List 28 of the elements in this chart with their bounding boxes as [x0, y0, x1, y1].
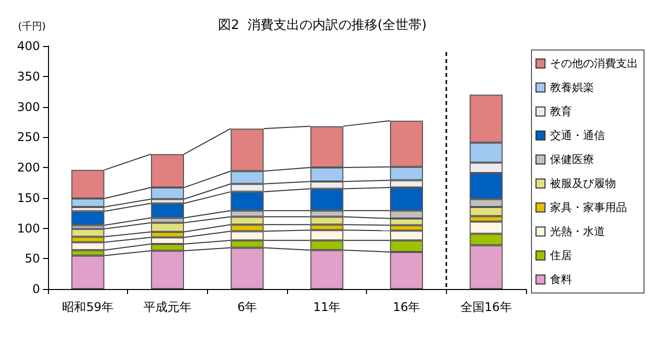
y-tick-label: 0: [32, 282, 40, 296]
legend-label: 光熱・水道: [550, 225, 605, 238]
x-tick-label: 6年: [237, 300, 257, 314]
legend-label: 教育: [550, 105, 572, 118]
y-tick-label: 250: [17, 130, 40, 144]
legend-label: 住居: [550, 249, 572, 262]
bar: [71, 211, 104, 226]
legend-label: 教養娯楽: [550, 81, 594, 94]
y-tick-label: 50: [24, 252, 40, 266]
x-tick-label: 11年: [313, 300, 340, 314]
y-tick-label: 300: [17, 100, 40, 114]
y-tick-label: 150: [17, 190, 40, 205]
legend-label: 被服及び履物: [550, 177, 616, 190]
y-tick-label: 350: [17, 69, 40, 84]
x-tick-label: 16年: [392, 300, 420, 314]
y-axis-title: (千円): [18, 20, 46, 32]
y-tick-label: 200: [17, 160, 40, 174]
x-tick-label: 昭和59年: [62, 300, 114, 314]
x-tick-label: 全国16年: [460, 300, 512, 314]
legend-label: 保健医療: [550, 153, 594, 166]
chart-title: 図2 消費支出の内訳の推移(全世帯): [218, 18, 427, 33]
y-tick-label: 100: [17, 221, 40, 236]
legend-label: 交通・通信: [550, 129, 605, 142]
legend-label: 家具・家事用品: [550, 201, 627, 214]
y-tick-label: 400: [17, 39, 40, 53]
x-tick-label: 平成元年: [144, 300, 192, 314]
legend-label: その他の消費支出: [550, 57, 638, 70]
legend-label: 食料: [550, 273, 572, 286]
